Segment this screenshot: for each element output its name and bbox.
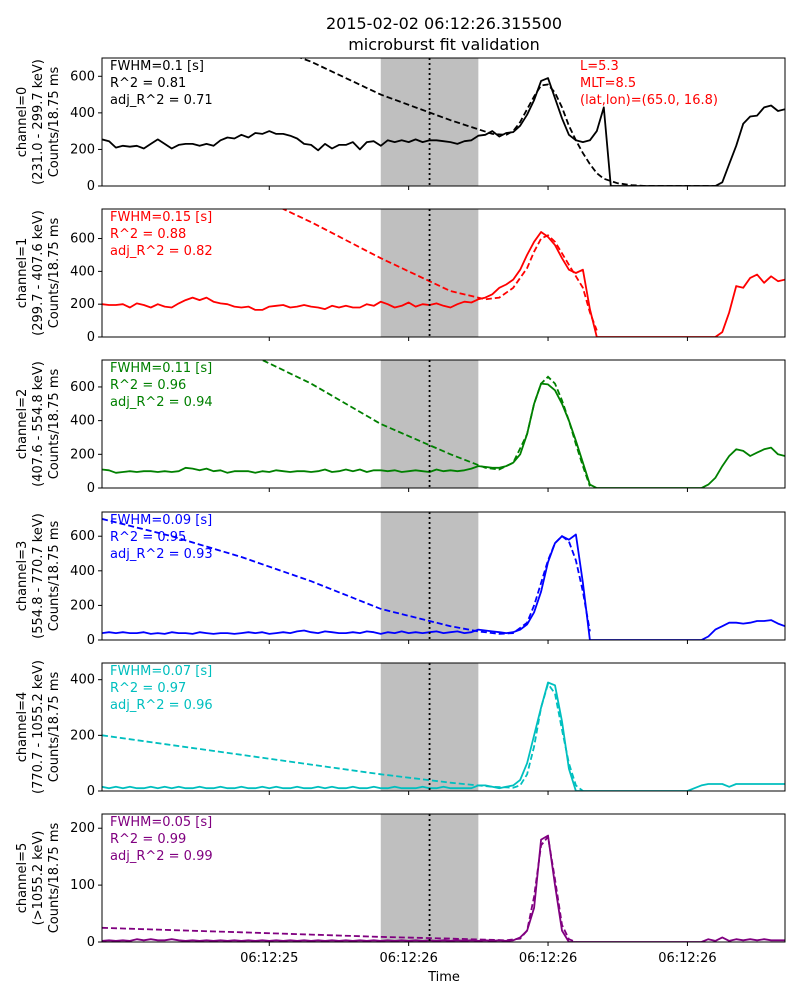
y-axis-label: channel=0 bbox=[15, 87, 30, 158]
fit-stat-label: R^2 = 0.97 bbox=[110, 681, 186, 696]
shaded-window bbox=[380, 209, 479, 337]
y-tick-label: 400 bbox=[70, 673, 95, 688]
y-axis-label: channel=1 bbox=[15, 238, 30, 309]
fit-stat-label: adj_R^2 = 0.93 bbox=[110, 547, 213, 562]
y-tick-label: 600 bbox=[70, 69, 95, 84]
axes-frame bbox=[101, 511, 786, 641]
y-axis-label: channel=4 bbox=[15, 692, 30, 763]
panel-1: 0 200 400 600 channel=1 (299.7 - 407.6 keV) Co… bbox=[15, 208, 786, 345]
panel-4: 0 200 400 channel=4 (770.7 - 1055.2 keV) Coun… bbox=[15, 660, 786, 799]
fit-line bbox=[298, 58, 716, 186]
y-tick-label: 200 bbox=[70, 728, 95, 743]
fit-line bbox=[102, 834, 577, 942]
fit-line bbox=[260, 360, 591, 487]
x-tick-label: 06:12:25 bbox=[240, 951, 298, 966]
y-tick-label: 0 bbox=[87, 935, 95, 950]
axes-frame bbox=[101, 813, 786, 943]
y-axis-label: (770.7 - 1055.2 keV) bbox=[31, 660, 46, 794]
fit-stat-label: adj_R^2 = 0.96 bbox=[110, 698, 213, 713]
y-axis-label: Counts/18.75 ms bbox=[47, 369, 62, 480]
shaded-window bbox=[380, 58, 479, 186]
y-tick-label: 0 bbox=[87, 633, 95, 648]
data-line bbox=[102, 681, 785, 791]
shaded-window bbox=[380, 663, 479, 791]
y-tick-label: 200 bbox=[70, 598, 95, 613]
location-label: MLT=8.5 bbox=[580, 76, 636, 91]
y-tick-label: 600 bbox=[70, 380, 95, 395]
panel-3: 0 200 400 600 channel=3 (554.8 - 770.7 keV) Co… bbox=[15, 511, 786, 648]
shaded-window bbox=[380, 814, 479, 942]
fit-line bbox=[102, 518, 591, 635]
fit-stat-label: R^2 = 0.81 bbox=[110, 76, 186, 91]
y-tick-label: 600 bbox=[70, 529, 95, 544]
y-axis-label: Counts/18.75 ms bbox=[47, 521, 62, 632]
axes-frame bbox=[101, 359, 786, 489]
fit-line bbox=[281, 209, 598, 331]
y-axis-label: Counts/18.75 ms bbox=[47, 823, 62, 934]
y-axis-label: channel=2 bbox=[15, 389, 30, 460]
axes-frame bbox=[101, 208, 786, 338]
fit-stat-label: FWHM=0.07 [s] bbox=[110, 664, 212, 679]
y-axis-label: (554.8 - 770.7 keV) bbox=[31, 513, 46, 639]
fit-stat-label: FWHM=0.11 [s] bbox=[110, 361, 212, 376]
fit-stat-label: adj_R^2 = 0.71 bbox=[110, 93, 213, 108]
y-tick-label: 200 bbox=[70, 297, 95, 312]
x-tick-label: 06:12:26 bbox=[658, 951, 716, 966]
data-line bbox=[102, 834, 785, 942]
figure-title-line2: microburst fit validation bbox=[348, 35, 540, 54]
x-tick-label: 06:12:26 bbox=[519, 951, 577, 966]
data-line bbox=[102, 533, 785, 640]
y-tick-label: 600 bbox=[70, 232, 95, 247]
fit-stat-label: R^2 = 0.96 bbox=[110, 378, 186, 393]
data-line bbox=[102, 231, 785, 337]
shaded-window bbox=[380, 360, 479, 488]
figure-title-line1: 2015-02-02 06:12:26.315500 bbox=[326, 14, 562, 33]
y-tick-label: 400 bbox=[70, 264, 95, 279]
axes-frame bbox=[101, 662, 786, 792]
fit-stat-label: adj_R^2 = 0.94 bbox=[110, 395, 213, 410]
fit-stat-label: R^2 = 0.99 bbox=[110, 832, 186, 847]
y-axis-label: Counts/18.75 ms bbox=[47, 67, 62, 178]
panel-2: 0 200 400 600 channel=2 (407.6 - 554.8 keV) Co… bbox=[15, 359, 786, 496]
x-tick-label: 06:12:26 bbox=[379, 951, 437, 966]
location-label: L=5.3 bbox=[580, 59, 619, 74]
fit-stat-label: FWHM=0.09 [s] bbox=[110, 513, 212, 528]
y-tick-label: 0 bbox=[87, 481, 95, 496]
data-line bbox=[102, 77, 785, 186]
axes-frame bbox=[101, 57, 786, 187]
y-axis-label: (407.6 - 554.8 keV) bbox=[31, 361, 46, 487]
y-tick-label: 200 bbox=[70, 821, 95, 836]
x-axis-label: Time bbox=[427, 970, 460, 985]
fit-stat-label: R^2 = 0.95 bbox=[110, 530, 186, 545]
fit-stat-label: FWHM=0.15 [s] bbox=[110, 210, 212, 225]
y-tick-label: 100 bbox=[70, 878, 95, 893]
panel-0: 0 200 400 600 channel=0 (231.0 - 299.7 keV) Co… bbox=[15, 57, 786, 194]
y-axis-label: (231.0 - 299.7 keV) bbox=[31, 59, 46, 185]
fit-stat-label: R^2 = 0.88 bbox=[110, 227, 186, 242]
fit-stat-label: FWHM=0.05 [s] bbox=[110, 815, 212, 830]
y-tick-label: 0 bbox=[87, 784, 95, 799]
panel-5: 0 100 200 channel=5 (>1055.2 keV) Counts/18.7… bbox=[15, 813, 786, 950]
y-tick-label: 400 bbox=[70, 564, 95, 579]
y-tick-label: 200 bbox=[70, 447, 95, 462]
y-axis-label: channel=3 bbox=[15, 541, 30, 612]
y-tick-label: 400 bbox=[70, 414, 95, 429]
y-tick-label: 200 bbox=[70, 142, 95, 157]
y-axis-label: Counts/18.75 ms bbox=[47, 218, 62, 329]
fit-stat-label: adj_R^2 = 0.82 bbox=[110, 244, 213, 259]
y-tick-label: 0 bbox=[87, 330, 95, 345]
y-axis-label: (299.7 - 407.6 keV) bbox=[31, 210, 46, 336]
y-axis-label: channel=5 bbox=[15, 843, 30, 914]
y-axis-label: Counts/18.75 ms bbox=[47, 672, 62, 783]
fit-stat-label: FWHM=0.1 [s] bbox=[110, 59, 204, 74]
location-label: (lat,lon)=(65.0, 16.8) bbox=[580, 93, 718, 108]
y-axis-label: (>1055.2 keV) bbox=[31, 831, 46, 926]
y-tick-label: 0 bbox=[87, 179, 95, 194]
y-tick-label: 400 bbox=[70, 106, 95, 121]
fit-line bbox=[102, 681, 584, 791]
fit-stat-label: adj_R^2 = 0.99 bbox=[110, 849, 213, 864]
